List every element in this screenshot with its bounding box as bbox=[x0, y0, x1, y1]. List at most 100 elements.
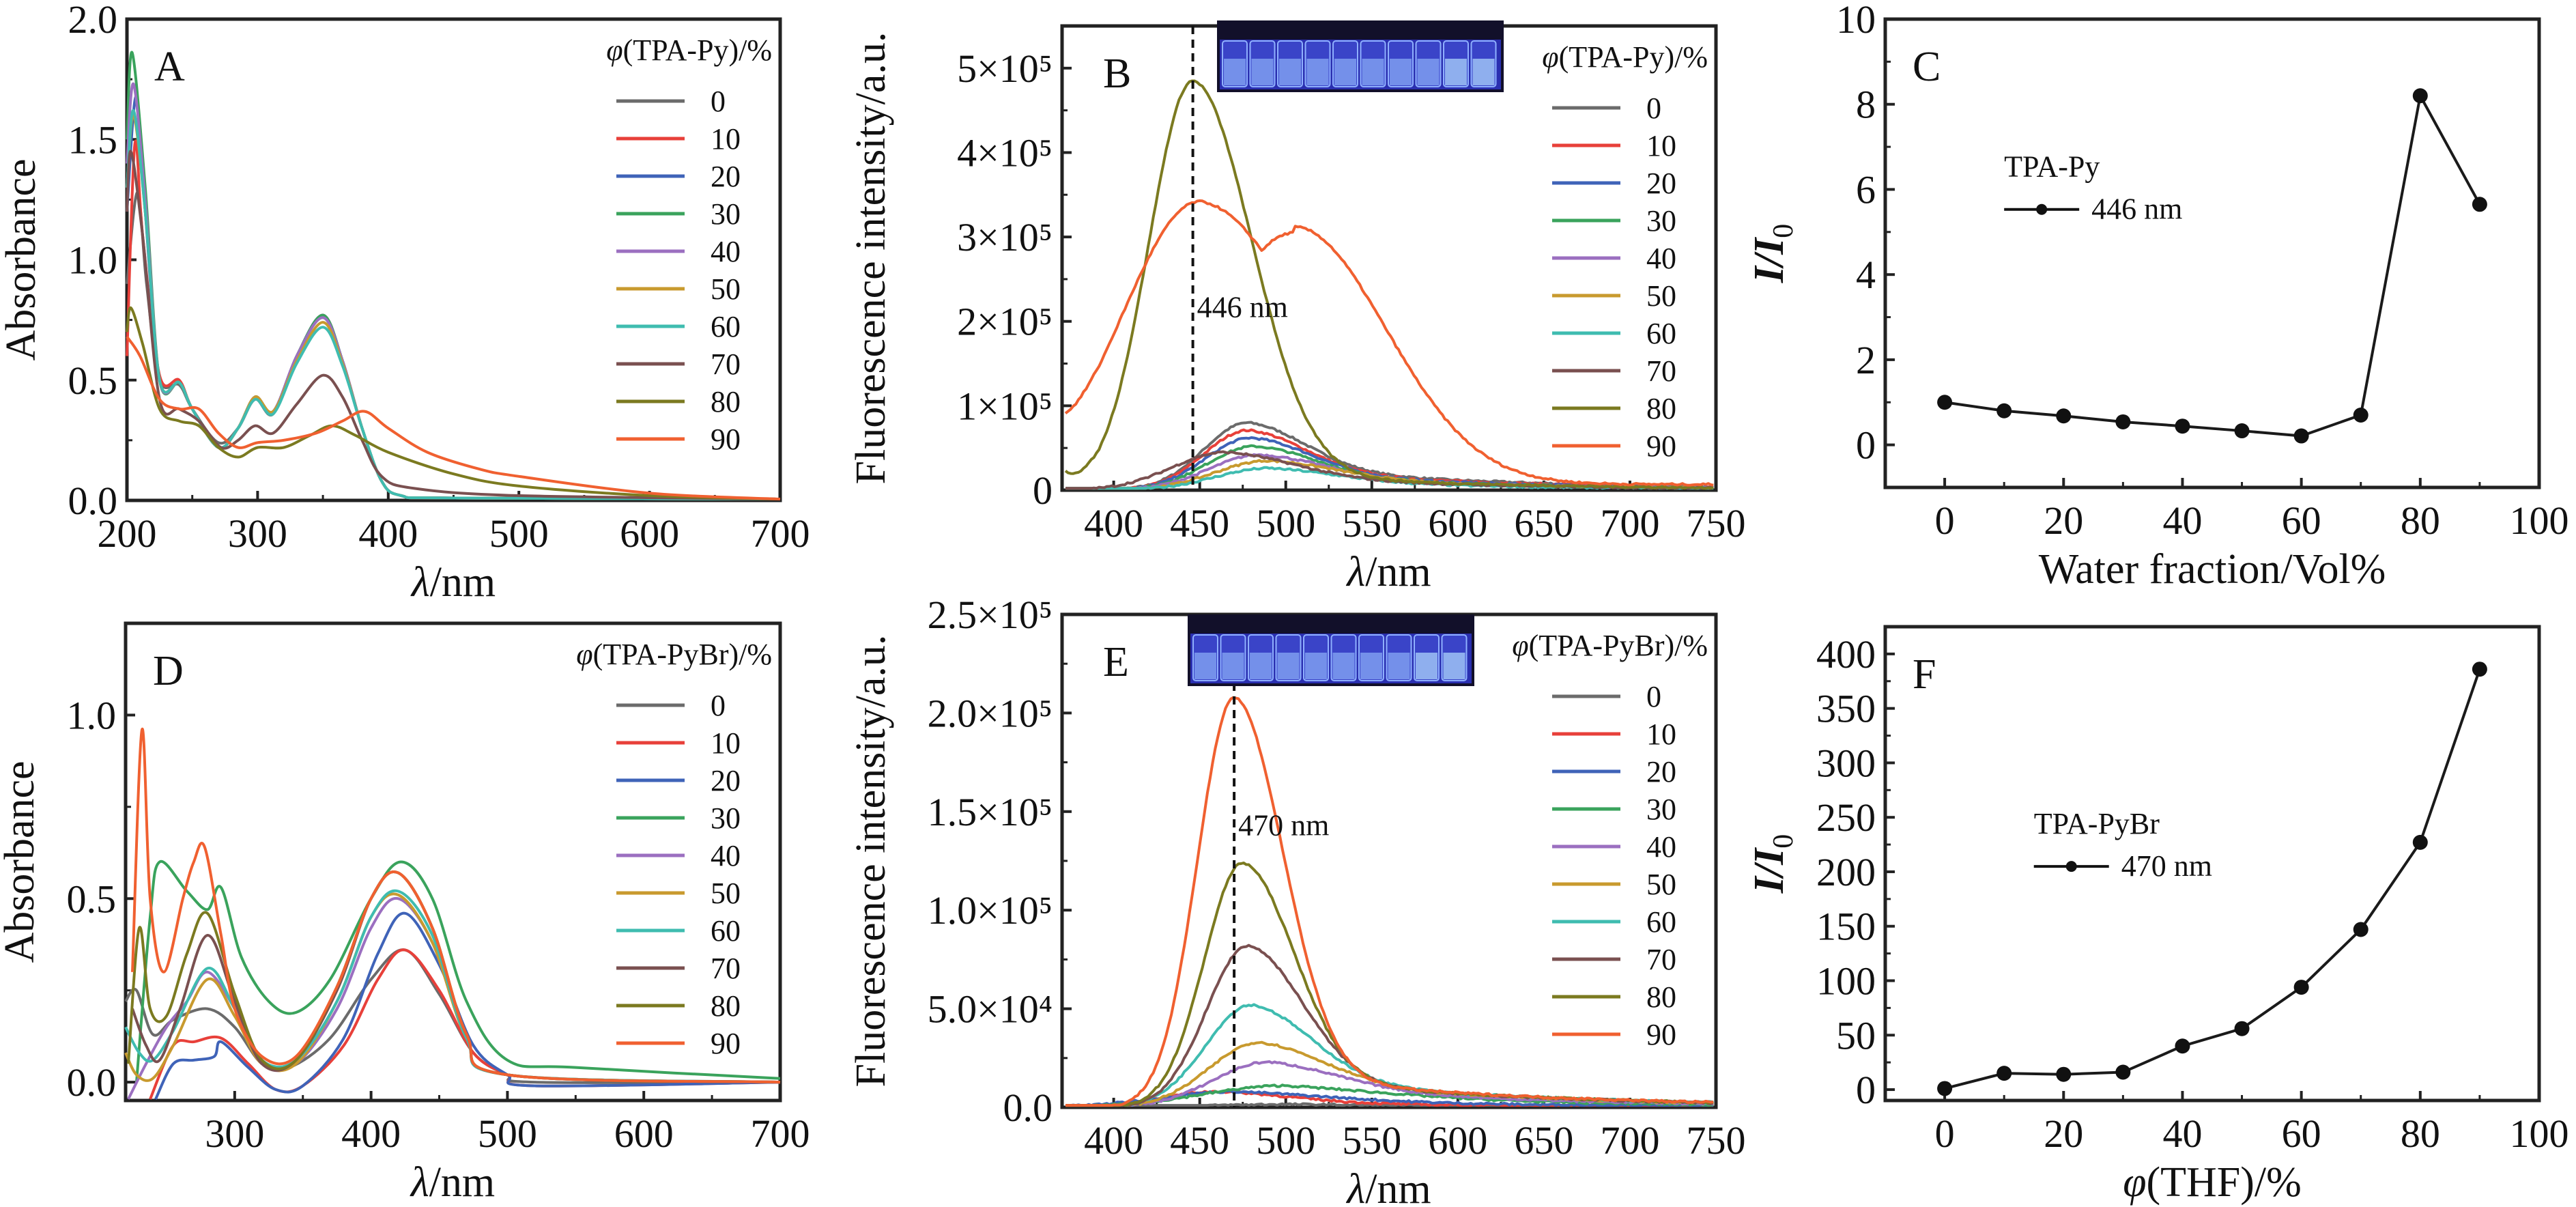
y-tick-label: 2 bbox=[1856, 338, 1876, 382]
x-tick-label: 20 bbox=[2044, 1111, 2083, 1156]
x-axis-unit: /nm bbox=[429, 1159, 495, 1206]
x-tick-label: 700 bbox=[1600, 1118, 1659, 1163]
y-tick-label: 1×10⁵ bbox=[957, 384, 1053, 428]
series-line-90 bbox=[1064, 199, 1714, 487]
x-tick-label: 700 bbox=[751, 511, 810, 556]
x-axis-unit: /nm bbox=[1365, 549, 1431, 595]
ratio-line bbox=[1944, 91, 2481, 438]
series-group bbox=[1064, 79, 1714, 490]
vial-liquid bbox=[1194, 653, 1216, 679]
legend-title: TPA-PyBr bbox=[2034, 807, 2160, 840]
vial-liquid bbox=[1390, 59, 1412, 85]
x-tick-label: 100 bbox=[2510, 1111, 2569, 1156]
legend-label-40: 40 bbox=[711, 235, 741, 268]
legend-label-90: 90 bbox=[1646, 429, 1676, 463]
x-tick-label: 450 bbox=[1170, 501, 1229, 545]
series-line-50 bbox=[1065, 1040, 1715, 1107]
data-point-20 bbox=[2056, 1066, 2072, 1082]
panel-label: A bbox=[154, 44, 185, 90]
x-tick-label: 300 bbox=[228, 511, 287, 556]
vial-liquid bbox=[1305, 653, 1327, 679]
x-tick-label: 400 bbox=[1084, 501, 1143, 545]
y-tick-label: 0 bbox=[1856, 423, 1876, 468]
y-tick-label: 4 bbox=[1856, 253, 1876, 297]
series-line-30 bbox=[126, 51, 781, 500]
legend-label-10: 10 bbox=[711, 726, 741, 760]
y-axis-subscript: 0 bbox=[1768, 224, 1799, 238]
data-point-10 bbox=[1997, 403, 2012, 418]
x-axis-unit: (THF)/% bbox=[2147, 1159, 2302, 1206]
x-axis-title: φ(THF)/% bbox=[2123, 1159, 2302, 1206]
legend-label-50: 50 bbox=[1646, 868, 1676, 901]
series-line-80 bbox=[1064, 79, 1714, 490]
data-point-60 bbox=[2293, 980, 2309, 995]
legend-label-80: 80 bbox=[711, 385, 741, 418]
legend-label-30: 30 bbox=[1646, 204, 1676, 238]
data-point-40 bbox=[2175, 1038, 2190, 1054]
x-tick-label: 0 bbox=[1935, 498, 1955, 543]
y-tick-label: 400 bbox=[1816, 632, 1876, 677]
vial-liquid bbox=[1250, 653, 1272, 679]
vial-liquid bbox=[1417, 59, 1440, 85]
panel-F: 0 20 40 60 80 100 0 50 100 150 200 250 300 350 400 φ(TH… bbox=[1746, 625, 2569, 1206]
series-group bbox=[126, 51, 781, 500]
legend-label-60: 60 bbox=[1646, 317, 1676, 350]
y-axis-title: I/I0 bbox=[1746, 834, 1799, 894]
peak-annotation: 446 nm bbox=[1197, 291, 1288, 324]
y-axis-title: I/I0 bbox=[1746, 224, 1799, 283]
data-point-70 bbox=[2353, 922, 2369, 937]
data-point-50 bbox=[2234, 1021, 2250, 1036]
x-tick-label: 500 bbox=[489, 511, 549, 556]
x-tick-label: 400 bbox=[1084, 1118, 1143, 1163]
plot-frame bbox=[125, 17, 782, 502]
data-point-40 bbox=[2175, 418, 2190, 434]
legend-label-0: 0 bbox=[1646, 91, 1661, 125]
y-tick-label: 1.0 bbox=[67, 693, 117, 737]
x-axis-title: Water fraction/Vol% bbox=[2039, 546, 2386, 593]
x-tick-label: 100 bbox=[2510, 498, 2569, 543]
vial-liquid bbox=[1472, 59, 1495, 85]
legend-label-90: 90 bbox=[711, 1027, 741, 1060]
data-point-70 bbox=[2353, 407, 2369, 423]
vial-liquid bbox=[1332, 653, 1355, 679]
y-axis-symbol: I/I bbox=[1746, 237, 1792, 283]
x-tick-label: 650 bbox=[1514, 501, 1573, 545]
y-axis-subscript: 0 bbox=[1768, 834, 1799, 849]
vial-liquid bbox=[1306, 59, 1329, 85]
y-tick-label: 1.5 bbox=[68, 117, 118, 162]
series-line-90 bbox=[126, 336, 781, 500]
y-tick-label: 0.0 bbox=[67, 1060, 117, 1105]
panel-label: E bbox=[1103, 639, 1129, 685]
y-tick-label: 1.0×10⁵ bbox=[928, 888, 1053, 933]
x-tick-label: 600 bbox=[620, 511, 679, 556]
panel-label: D bbox=[153, 648, 184, 694]
y-tick-label: 10 bbox=[1836, 0, 1876, 42]
x-tick-label: 200 bbox=[98, 511, 157, 556]
legend-label-0: 0 bbox=[1646, 680, 1661, 713]
x-tick-label: 300 bbox=[205, 1111, 264, 1156]
legend-label-30: 30 bbox=[711, 197, 741, 231]
vial-liquid bbox=[1443, 653, 1465, 679]
y-axis-symbol: I/I bbox=[1746, 847, 1792, 894]
legend-label-20: 20 bbox=[1646, 755, 1676, 789]
vial-liquid bbox=[1224, 59, 1246, 85]
y-tick-label: 300 bbox=[1816, 741, 1876, 785]
series-group bbox=[1065, 696, 1715, 1107]
x-tick-label: 40 bbox=[2162, 498, 2202, 543]
x-tick-label: 500 bbox=[1256, 1118, 1315, 1163]
data-point-60 bbox=[2293, 428, 2309, 444]
phi-symbol: φ bbox=[576, 638, 592, 671]
y-axis-title: Absorbance bbox=[0, 158, 44, 360]
plot-frame bbox=[1883, 625, 2541, 1103]
vial-liquid bbox=[1445, 59, 1467, 85]
x-tick-label: 600 bbox=[1428, 501, 1487, 545]
legend-label-0: 0 bbox=[711, 689, 726, 722]
data-point-20 bbox=[2056, 408, 2072, 424]
y-tick-label: 0 bbox=[1856, 1068, 1876, 1112]
x-tick-label: 40 bbox=[2162, 1111, 2202, 1156]
y-tick-label: 200 bbox=[1816, 850, 1876, 894]
peak-annotation: 470 nm bbox=[1238, 808, 1329, 842]
legend-title-text: (TPA-PyBr)/% bbox=[1529, 629, 1708, 662]
x-tick-label: 750 bbox=[1687, 1118, 1746, 1163]
